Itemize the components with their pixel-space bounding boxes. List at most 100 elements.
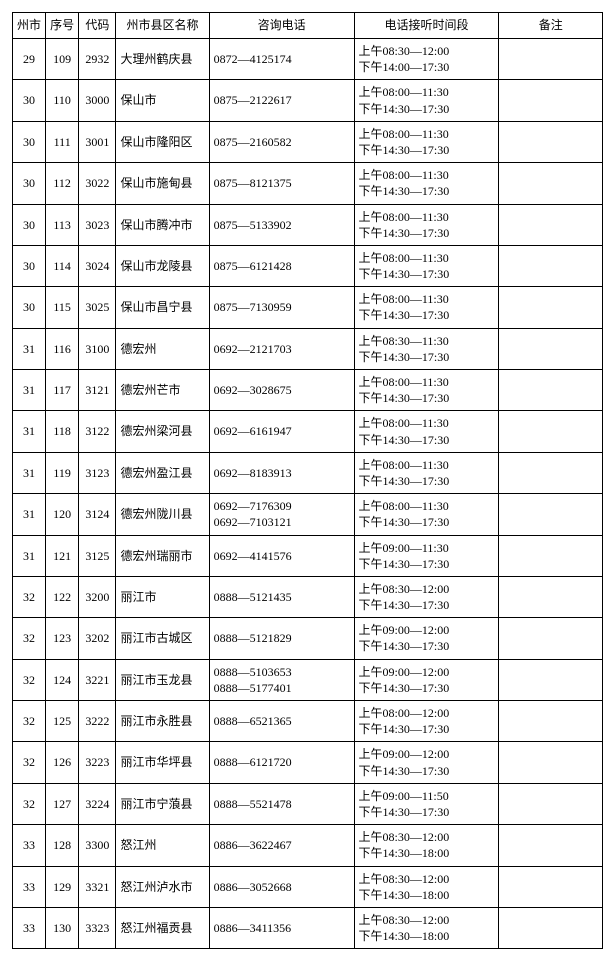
cell-daima: 3024 (79, 245, 116, 286)
cell-beizhu (499, 452, 603, 493)
cell-xuhao: 127 (46, 783, 79, 824)
cell-phone: 0692—3028675 (209, 370, 354, 411)
cell-daima: 3123 (79, 452, 116, 493)
contact-table: 州市 序号 代码 州市县区名称 咨询电话 电话接听时间段 备注 29109293… (12, 12, 603, 949)
cell-beizhu (499, 701, 603, 742)
cell-xuhao: 124 (46, 659, 79, 700)
cell-daima: 3022 (79, 163, 116, 204)
cell-time: 上午09:00—12:00下午14:30—17:30 (354, 659, 499, 700)
table-row: 291092932大理州鹤庆县0872—4125174上午08:30—12:00… (13, 39, 603, 80)
cell-xuhao: 130 (46, 907, 79, 948)
cell-time: 上午09:00—11:30下午14:30—17:30 (354, 535, 499, 576)
cell-zhoushi: 31 (13, 452, 46, 493)
cell-beizhu (499, 535, 603, 576)
cell-name: 德宏州陇川县 (116, 494, 209, 535)
table-body: 291092932大理州鹤庆县0872—4125174上午08:30—12:00… (13, 39, 603, 949)
cell-daima: 3100 (79, 328, 116, 369)
cell-name: 丽江市华坪县 (116, 742, 209, 783)
cell-zhoushi: 32 (13, 701, 46, 742)
cell-name: 德宏州梁河县 (116, 411, 209, 452)
cell-beizhu (499, 328, 603, 369)
cell-zhoushi: 30 (13, 80, 46, 121)
table-row: 311173121德宏州芒市0692—3028675上午08:00—11:30下… (13, 370, 603, 411)
cell-name: 丽江市古城区 (116, 618, 209, 659)
cell-zhoushi: 29 (13, 39, 46, 80)
cell-xuhao: 120 (46, 494, 79, 535)
cell-time: 上午08:30—12:00下午14:30—18:00 (354, 866, 499, 907)
cell-time: 上午08:00—11:30下午14:30—17:30 (354, 370, 499, 411)
cell-time: 上午09:00—11:50下午14:30—17:30 (354, 783, 499, 824)
header-name: 州市县区名称 (116, 13, 209, 39)
table-row: 321253222丽江市永胜县0888—6521365上午08:00—12:00… (13, 701, 603, 742)
table-row: 311163100德宏州0692—2121703上午08:30—11:30下午1… (13, 328, 603, 369)
cell-xuhao: 116 (46, 328, 79, 369)
cell-xuhao: 109 (46, 39, 79, 80)
cell-daima: 3300 (79, 825, 116, 866)
cell-phone: 0888—5121829 (209, 618, 354, 659)
cell-beizhu (499, 163, 603, 204)
cell-phone: 0888—6521365 (209, 701, 354, 742)
cell-name: 怒江州泸水市 (116, 866, 209, 907)
cell-daima: 3121 (79, 370, 116, 411)
cell-phone: 0886—3411356 (209, 907, 354, 948)
cell-name: 保山市隆阳区 (116, 121, 209, 162)
cell-zhoushi: 32 (13, 659, 46, 700)
cell-beizhu (499, 245, 603, 286)
cell-time: 上午08:30—12:00下午14:30—17:30 (354, 576, 499, 617)
table-row: 321233202丽江市古城区0888—5121829上午09:00—12:00… (13, 618, 603, 659)
cell-time: 上午08:00—11:30下午14:30—17:30 (354, 80, 499, 121)
cell-phone: 0888—51036530888—5177401 (209, 659, 354, 700)
cell-xuhao: 118 (46, 411, 79, 452)
cell-daima: 3001 (79, 121, 116, 162)
cell-name: 德宏州瑞丽市 (116, 535, 209, 576)
cell-name: 保山市昌宁县 (116, 287, 209, 328)
header-xuhao: 序号 (46, 13, 79, 39)
cell-zhoushi: 32 (13, 576, 46, 617)
cell-name: 保山市施甸县 (116, 163, 209, 204)
cell-daima: 3221 (79, 659, 116, 700)
cell-xuhao: 121 (46, 535, 79, 576)
cell-daima: 3122 (79, 411, 116, 452)
cell-beizhu (499, 907, 603, 948)
cell-daima: 3025 (79, 287, 116, 328)
cell-name: 丽江市永胜县 (116, 701, 209, 742)
cell-daima: 3222 (79, 701, 116, 742)
cell-beizhu (499, 742, 603, 783)
cell-phone: 0886—3622467 (209, 825, 354, 866)
table-row: 301123022保山市施甸县0875—8121375上午08:00—11:30… (13, 163, 603, 204)
table-row: 331303323怒江州福贡县0886—3411356上午08:30—12:00… (13, 907, 603, 948)
cell-phone: 0692—71763090692—7103121 (209, 494, 354, 535)
cell-beizhu (499, 659, 603, 700)
table-row: 311183122德宏州梁河县0692—6161947上午08:00—11:30… (13, 411, 603, 452)
cell-beizhu (499, 866, 603, 907)
table-row: 311203124德宏州陇川县0692—71763090692—7103121上… (13, 494, 603, 535)
header-daima: 代码 (79, 13, 116, 39)
cell-name: 丽江市玉龙县 (116, 659, 209, 700)
cell-xuhao: 112 (46, 163, 79, 204)
header-phone: 咨询电话 (209, 13, 354, 39)
cell-xuhao: 122 (46, 576, 79, 617)
cell-phone: 0875—8121375 (209, 163, 354, 204)
cell-daima: 3323 (79, 907, 116, 948)
cell-beizhu (499, 411, 603, 452)
cell-time: 上午08:00—12:00下午14:30—17:30 (354, 701, 499, 742)
cell-name: 保山市 (116, 80, 209, 121)
cell-time: 上午08:30—12:00下午14:30—18:00 (354, 907, 499, 948)
cell-time: 上午09:00—12:00下午14:30—17:30 (354, 618, 499, 659)
cell-daima: 3321 (79, 866, 116, 907)
cell-daima: 3200 (79, 576, 116, 617)
cell-phone: 0875—5133902 (209, 204, 354, 245)
cell-beizhu (499, 121, 603, 162)
table-row: 321273224丽江市宁蒗县0888—5521478上午09:00—11:50… (13, 783, 603, 824)
cell-name: 保山市龙陵县 (116, 245, 209, 286)
cell-time: 上午08:00—11:30下午14:30—17:30 (354, 163, 499, 204)
cell-phone: 0692—6161947 (209, 411, 354, 452)
table-row: 311213125德宏州瑞丽市0692—4141576上午09:00—11:30… (13, 535, 603, 576)
cell-beizhu (499, 204, 603, 245)
cell-name: 保山市腾冲市 (116, 204, 209, 245)
table-row: 321263223丽江市华坪县0888—6121720上午09:00—12:00… (13, 742, 603, 783)
table-row: 301103000保山市0875—2122617上午08:00—11:30下午1… (13, 80, 603, 121)
header-zhoushi: 州市 (13, 13, 46, 39)
table-row: 301113001保山市隆阳区0875—2160582上午08:00—11:30… (13, 121, 603, 162)
cell-xuhao: 111 (46, 121, 79, 162)
